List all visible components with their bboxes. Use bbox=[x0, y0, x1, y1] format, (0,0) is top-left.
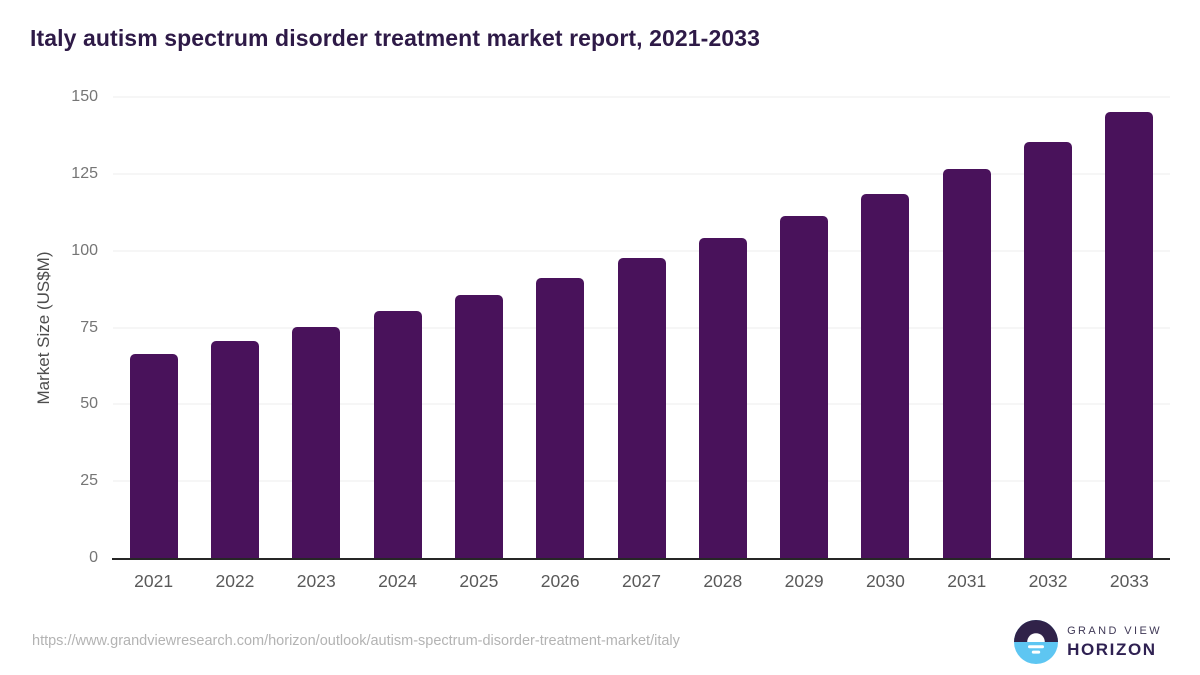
bar-chart: 0 25 50 75 100 125 150 2021 2022 2023 2024 2025 2026… bbox=[71, 88, 1170, 591]
y-tick-150: 150 bbox=[71, 88, 98, 105]
bar-2028 bbox=[698, 238, 747, 558]
x-tick-2027: 2027 bbox=[622, 571, 661, 591]
y-tick-50: 50 bbox=[80, 395, 98, 413]
logo-text: GRAND VIEW HORIZON bbox=[1067, 625, 1162, 660]
bar-2027 bbox=[617, 258, 666, 558]
bar-2030 bbox=[861, 193, 910, 558]
x-tick-2023: 2023 bbox=[296, 571, 336, 591]
gridline-125 bbox=[113, 173, 1170, 175]
grand-view-horizon-logo[interactable]: GRAND VIEW HORIZON bbox=[1014, 620, 1162, 664]
x-tick-2028: 2028 bbox=[703, 571, 743, 591]
logo-grand-view-label: GRAND VIEW bbox=[1067, 624, 1162, 637]
bar-2031 bbox=[942, 168, 991, 558]
y-tick-100: 100 bbox=[71, 241, 98, 259]
y-tick-25: 25 bbox=[80, 472, 98, 490]
bar-2025 bbox=[454, 294, 503, 558]
x-tick-2021: 2021 bbox=[134, 571, 174, 591]
y-axis-label: Market Size (US$M) bbox=[34, 251, 53, 405]
bar-2033 bbox=[1105, 111, 1154, 558]
bar-2024 bbox=[373, 311, 422, 558]
y-tick-75: 75 bbox=[80, 318, 98, 336]
x-tick-2026: 2026 bbox=[540, 571, 580, 591]
horizon-logo-icon bbox=[1014, 620, 1059, 664]
x-tick-2024: 2024 bbox=[378, 571, 418, 591]
x-tick-2022: 2022 bbox=[215, 571, 255, 591]
bar-2021 bbox=[129, 353, 178, 558]
gridline-100 bbox=[113, 250, 1170, 252]
source-url: https://www.grandviewresearch.com/horizo… bbox=[32, 633, 680, 649]
plot-area: 0 25 50 75 100 125 150 2021 2022 2023 2024 2025 2026… bbox=[71, 88, 1170, 591]
bar-2022 bbox=[210, 340, 259, 558]
x-tick-2031: 2031 bbox=[947, 571, 987, 591]
x-tick-2033: 2033 bbox=[1109, 571, 1149, 591]
bar-2026 bbox=[536, 277, 585, 558]
x-tick-2025: 2025 bbox=[459, 571, 499, 591]
x-axis-line bbox=[112, 558, 1170, 560]
x-tick-2030: 2030 bbox=[865, 571, 905, 591]
x-tick-2029: 2029 bbox=[784, 571, 824, 591]
logo-horizon-label: HORIZON bbox=[1067, 639, 1157, 659]
y-tick-125: 125 bbox=[71, 164, 98, 182]
bar-2032 bbox=[1024, 141, 1073, 558]
bar-2023 bbox=[292, 326, 341, 558]
page-title: Italy autism spectrum disorder treatment… bbox=[30, 25, 761, 51]
gridline-150 bbox=[113, 96, 1170, 98]
x-tick-2032: 2032 bbox=[1028, 571, 1068, 591]
y-tick-0: 0 bbox=[89, 549, 98, 566]
bar-2029 bbox=[780, 216, 829, 558]
